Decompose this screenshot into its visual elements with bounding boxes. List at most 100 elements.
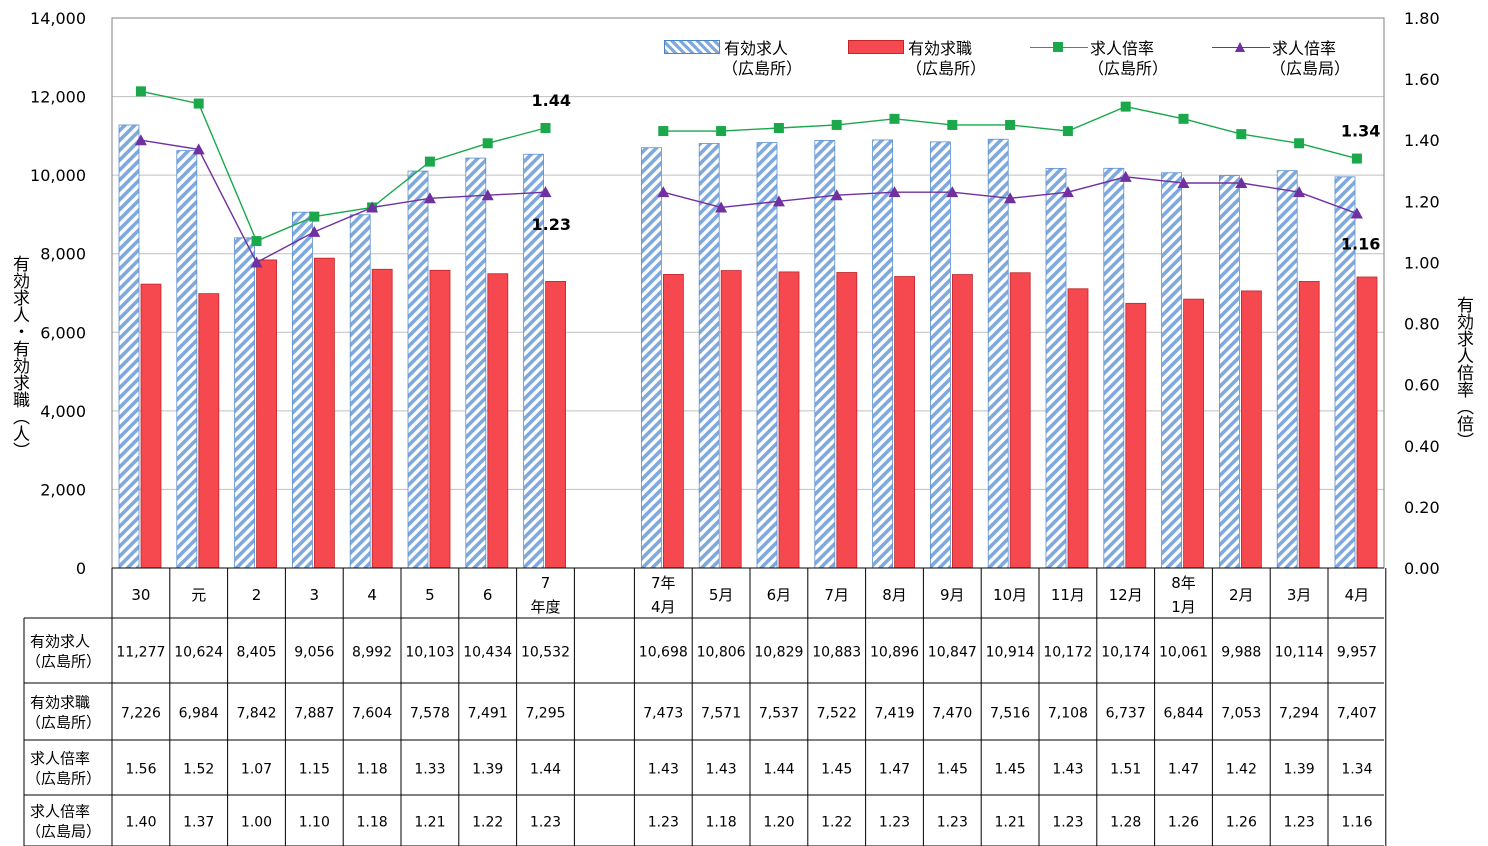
table-cell: 10,174: [1101, 645, 1150, 661]
table-cell: 7,294: [1279, 706, 1319, 722]
marker-ratio-office: [1062, 126, 1073, 137]
table-cell: 1.47: [879, 762, 910, 778]
bar-job-seekers: [198, 293, 220, 569]
category-label: 11月: [1051, 586, 1085, 604]
y-right-tick: 1.80: [1404, 9, 1440, 28]
marker-ratio-bureau: [946, 186, 959, 198]
marker-ratio-office: [482, 138, 493, 149]
table-cell: 9,957: [1337, 645, 1377, 661]
table-cell: 7,842: [236, 706, 276, 722]
table-cell: 1.26: [1168, 815, 1199, 831]
marker-ratio-bureau: [481, 189, 494, 201]
table-cell: 1.22: [821, 815, 852, 831]
data-table: 30 元 2 3 4 5 6 7 年度 7年 4月 5月 6月 7月 8月 9月 10月 11月 12月 8年 1月 2月…: [23, 567, 1387, 846]
table-cell: 11,277: [116, 645, 165, 661]
table-cell: 10,061: [1159, 645, 1208, 661]
y-right-tick: 0.00: [1404, 559, 1440, 578]
table-cell: 1.26: [1226, 815, 1257, 831]
table-cell: 1.00: [241, 815, 272, 831]
category-label: 3月: [1287, 586, 1312, 604]
bar-job-seekers: [1067, 288, 1089, 569]
marker-ratio-bureau: [888, 186, 901, 198]
marker-ratio-office: [889, 113, 900, 124]
marker-ratio-bureau: [308, 225, 321, 237]
y-left-tick: 0: [76, 559, 86, 578]
bar-job-seekers: [952, 274, 973, 569]
table-row-label: 求人倍率: [30, 750, 90, 768]
category-label: 年度: [530, 598, 560, 616]
table-cell: 1.23: [1284, 815, 1315, 831]
table-cell: 1.23: [879, 815, 910, 831]
table-row-label: （広島局）: [26, 823, 101, 841]
table-row-label: 求人倍率: [30, 803, 90, 821]
bar-jobs-offered: [1161, 172, 1182, 569]
bar-jobs-offered: [987, 138, 1009, 569]
bar-jobs-offered: [1045, 167, 1067, 569]
y-right-tick: 0.60: [1404, 376, 1440, 395]
table-cell: 1.34: [1341, 762, 1372, 778]
legend-sublabel: （広島局）: [1270, 59, 1351, 78]
table-cell: 1.07: [241, 762, 272, 778]
bar-job-seekers: [256, 259, 278, 569]
table-cell: 10,698: [639, 645, 688, 661]
table-cell: 1.45: [995, 762, 1026, 778]
marker-ratio-bureau: [1350, 207, 1363, 219]
marker-ratio-bureau: [423, 192, 436, 204]
annotation-label: 1.44: [532, 91, 571, 110]
bar-job-seekers: [1125, 302, 1147, 569]
table-cell: 9,056: [294, 645, 334, 661]
category-label: 4月: [651, 598, 676, 616]
legend-label: 求人倍率: [1272, 39, 1337, 58]
category-label: 5月: [709, 586, 734, 604]
marker-ratio-office: [1178, 113, 1189, 124]
table-cell: 1.18: [706, 815, 737, 831]
category-label: 4: [367, 586, 377, 604]
legend-sublabel: （広島所）: [1088, 59, 1169, 78]
marker-ratio-bureau: [1293, 186, 1306, 198]
table-cell: 7,470: [932, 706, 972, 722]
marker-ratio-bureau: [1004, 192, 1017, 204]
table-cell: 7,419: [874, 706, 914, 722]
table-cell: 6,844: [1163, 706, 1203, 722]
table-cell: 1.44: [763, 762, 794, 778]
legend-sublabel: （広島所）: [906, 59, 987, 78]
y-right-tick: 1.60: [1404, 70, 1440, 89]
category-label: 1月: [1171, 598, 1196, 616]
marker-ratio-office: [1120, 101, 1131, 112]
table-cell: 1.44: [530, 762, 561, 778]
category-label: 30: [131, 586, 150, 604]
annotation-label: 1.16: [1341, 235, 1380, 254]
table-cell: 1.39: [1284, 762, 1315, 778]
category-label: 8年: [1171, 574, 1196, 592]
marker-ratio-office: [947, 119, 958, 130]
table-cell: 6,984: [179, 706, 219, 722]
marker-ratio-office: [831, 119, 842, 130]
table-cell: 1.10: [299, 815, 330, 831]
table-cell: 10,624: [174, 645, 223, 661]
category-label: 7月: [824, 586, 849, 604]
legend-swatch-hatched: [664, 40, 720, 54]
table-cell: 7,571: [701, 706, 741, 722]
marker-ratio-bureau: [366, 201, 379, 213]
marker-ratio-office: [135, 86, 146, 97]
bar-jobs-offered: [176, 150, 198, 569]
bar-jobs-offered: [756, 142, 778, 569]
table-cell: 1.43: [648, 762, 679, 778]
line-ratio-office: [140, 90, 546, 242]
bar-jobs-offered: [698, 143, 720, 569]
table-cell: 10,883: [812, 645, 861, 661]
bar-jobs-offered: [407, 170, 429, 569]
bar-jobs-offered: [291, 211, 313, 569]
table-cell: 1.47: [1168, 762, 1199, 778]
marker-ratio-bureau: [772, 195, 785, 207]
marker-ratio-office: [251, 236, 262, 247]
table-cell: 10,172: [1043, 645, 1092, 661]
bar-job-seekers: [894, 276, 915, 569]
bar-job-seekers: [1298, 281, 1320, 569]
bar-job-seekers: [313, 257, 335, 569]
y-right-tick: 1.40: [1404, 131, 1440, 150]
legend-item-ratio-office: 求人倍率 （広島所）: [1030, 36, 1168, 80]
table-cell: 7,295: [525, 706, 565, 722]
y-left-tick: 14,000: [30, 9, 86, 28]
marker-ratio-bureau: [1177, 177, 1190, 188]
